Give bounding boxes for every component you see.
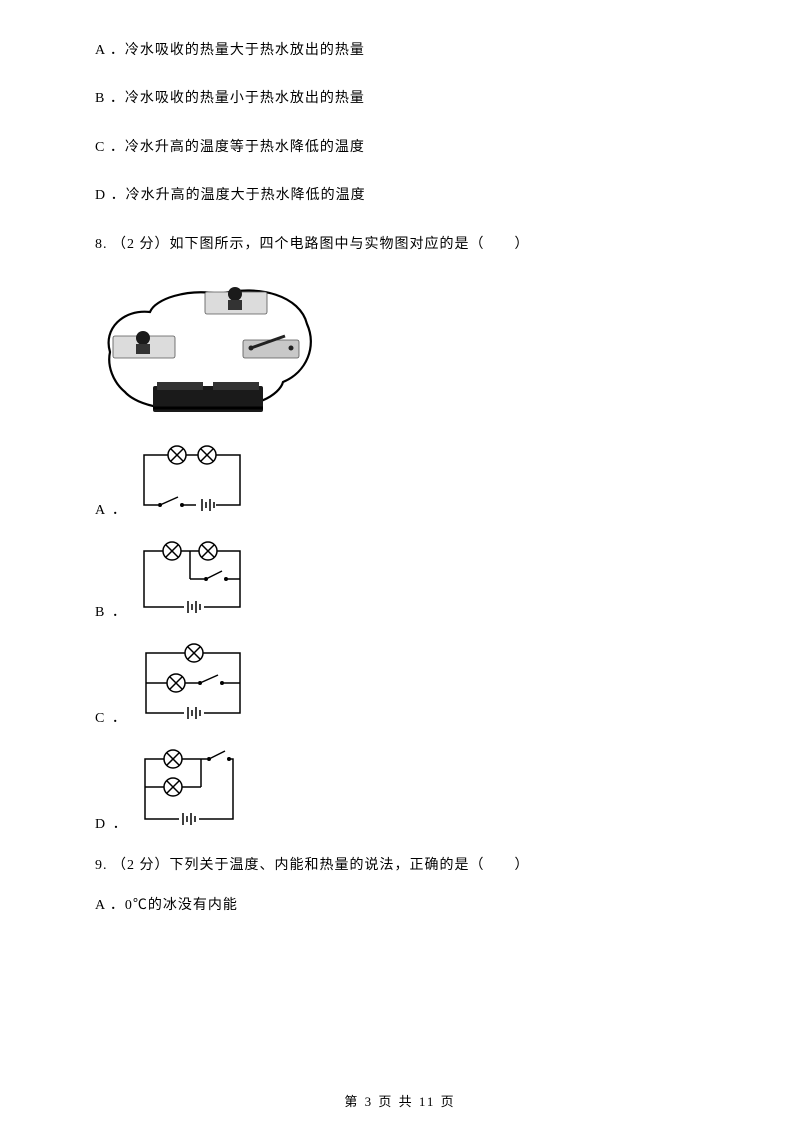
q7-option-b: B ．冷水吸收的热量小于热水放出的热量 (95, 88, 705, 110)
page-footer: 第 3 页 共 11 页 (0, 1091, 800, 1110)
q8-stem: 8. （2 分）如下图所示，四个电路图中与实物图对应的是（ ） (95, 234, 705, 256)
q8-option-a: A ． (95, 445, 705, 519)
option-letter-c: C ． (95, 707, 128, 727)
q9-stem: 9. （2 分）下列关于温度、内能和热量的说法，正确的是（ ） (95, 855, 705, 877)
option-letter-b: B ． (95, 601, 128, 621)
option-letter-d: D ． (95, 813, 129, 833)
option-letter-a: A ． (95, 499, 128, 519)
q8-option-d: D ． (95, 749, 705, 833)
q8-option-c: C ． (95, 643, 705, 727)
circuit-diagram-d-icon (133, 749, 245, 833)
q7-option-d: D ．冷水升高的温度大于热水降低的温度 (95, 185, 705, 207)
q9-option-a: A ．0℃的冰没有内能 (95, 895, 705, 917)
circuit-diagram-b-icon (132, 541, 252, 621)
q8-option-b: B ． (95, 541, 705, 621)
circuit-diagram-c-icon (132, 643, 252, 727)
q7-option-c: C ．冷水升高的温度等于热水降低的温度 (95, 137, 705, 159)
circuit-diagram-a-icon (132, 445, 252, 519)
q8-circuit-image (95, 274, 705, 419)
q7-option-a: A ．冷水吸收的热量大于热水放出的热量 (95, 40, 705, 62)
